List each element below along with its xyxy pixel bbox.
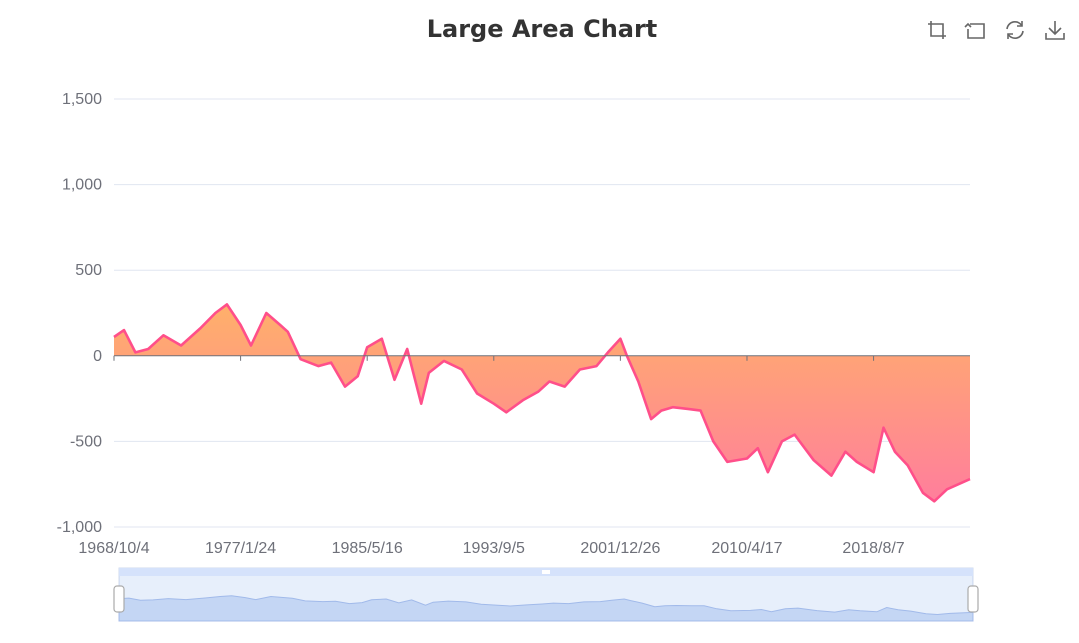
- x-tick-label: 1977/1/24: [205, 540, 276, 557]
- y-tick-label: 500: [75, 262, 102, 279]
- x-tick-label: 2010/4/17: [711, 540, 782, 557]
- x-tick-label: 1985/5/16: [332, 540, 403, 557]
- y-tick-label: 0: [93, 348, 102, 365]
- y-axis: 1,500 1,000 500 0 -500 -1,000: [57, 91, 102, 536]
- datazoom-preview: [118, 595, 974, 622]
- datazoom-selection[interactable]: [119, 568, 973, 621]
- x-tick-label: 1968/10/4: [78, 540, 149, 557]
- area-layer: [113, 303, 971, 503]
- y-tick-label: 1,000: [62, 177, 102, 194]
- x-tick-label: 1993/9/5: [463, 540, 525, 557]
- y-tick-label: -1,000: [57, 519, 102, 536]
- x-axis: 1968/10/4 1977/1/24 1985/5/16 1993/9/5 2001/…: [78, 355, 970, 557]
- datazoom-slider[interactable]: [113, 567, 979, 622]
- y-tick-label: 1,500: [62, 91, 102, 108]
- restore-icon[interactable]: [1003, 18, 1027, 42]
- toolbox: [925, 18, 1067, 42]
- y-tick-label: -500: [70, 433, 102, 450]
- datazoom-handle-right[interactable]: [967, 585, 979, 613]
- chart-title: Large Area Chart: [427, 15, 658, 43]
- datazoom-move-grip[interactable]: [542, 570, 550, 574]
- series-area: [114, 304, 970, 502]
- x-tick-label: 2001/12/26: [580, 540, 660, 557]
- series-line: [113, 303, 971, 503]
- save-image-icon[interactable]: [1043, 18, 1067, 42]
- grid: [114, 98, 970, 528]
- zoom-icon[interactable]: [925, 18, 949, 42]
- x-tick-label: 2018/8/7: [842, 540, 904, 557]
- zoom-reset-icon[interactable]: [964, 18, 988, 42]
- datazoom-handle-left[interactable]: [113, 585, 125, 613]
